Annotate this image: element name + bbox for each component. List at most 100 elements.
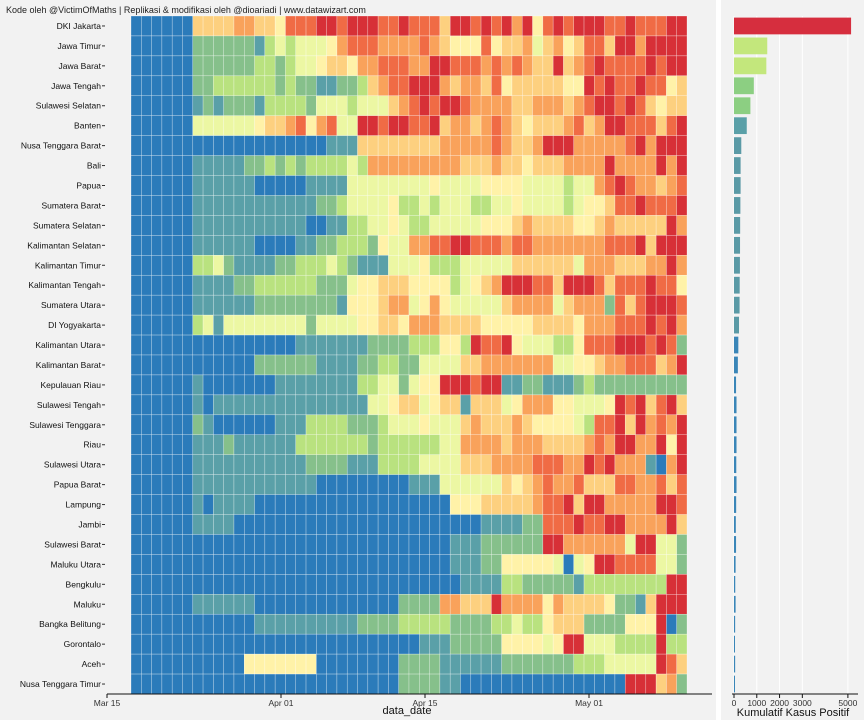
heatmap-cell [563,554,574,575]
heatmap-cell [511,354,523,376]
heatmap-cell [408,55,420,77]
heatmap-cell [171,554,183,575]
heatmap-cell [202,653,214,675]
heatmap-cell [367,314,379,336]
heatmap-cell [645,613,657,635]
heatmap-cell [285,354,296,376]
heatmap-cell [305,215,317,236]
heatmap-cell [285,35,296,57]
heatmap-cell [367,494,379,515]
heatmap-cell [357,314,369,336]
heatmap-cell [202,494,214,515]
heatmap-cell [357,454,369,475]
heatmap-cell [202,594,214,615]
heatmap-cell [491,494,502,515]
heatmap-cell [171,454,183,475]
heatmap-cell [573,175,585,196]
heatmap-cell [408,175,420,196]
heatmap-cell [274,414,286,436]
heatmap-cell [346,653,358,675]
bar-tick-label: 0 [732,698,737,708]
heatmap-cell [171,235,183,256]
cumulative-bar [734,396,737,414]
heatmap-cell [429,35,441,57]
heatmap-cell [532,294,544,316]
heatmap-cell [346,394,358,416]
heatmap-cell [326,673,338,695]
heatmap-cell [573,354,585,376]
heatmap-cell [274,115,286,136]
heatmap-cell [491,414,502,436]
heatmap-cell [532,235,544,256]
heatmap-cell [357,514,369,535]
heatmap-cell [295,394,307,416]
heatmap-cell [346,633,358,655]
heatmap-cell [141,594,152,615]
heatmap-cell [563,55,574,77]
heatmap-cell [655,394,667,416]
heatmap-cell [583,135,595,156]
heatmap-cell [583,334,595,356]
heatmap-cell [501,673,513,695]
heatmap-cell [202,633,214,655]
heatmap-cell [141,474,152,495]
heatmap-cell [624,514,636,535]
heatmap-cell [624,414,636,436]
heatmap-cell [573,195,585,216]
heatmap-cell [511,55,523,77]
heatmap-cell [213,235,224,256]
heatmap-cell [357,434,369,455]
heatmap-cell [151,594,163,615]
heatmap-cell [594,294,605,316]
heatmap-cell [274,274,286,296]
heatmap-cell [624,594,636,615]
heatmap-cell [480,534,492,555]
heatmap-cell [676,514,688,535]
heatmap-cell [614,294,626,316]
caption: Kode oleh @VictimOfMaths | Replikasi & m… [6,5,366,15]
heatmap-cell [439,115,451,136]
heatmap-cell [552,15,564,37]
heatmap-cell [202,215,214,236]
heatmap-cell [182,255,194,276]
heatmap-cell [460,414,472,436]
heatmap-cell [604,35,616,57]
heatmap-cell [398,613,410,635]
heatmap-cell [223,454,235,475]
heatmap-cell [295,514,307,535]
heatmap-cell [614,334,626,356]
heatmap-cell [202,434,214,455]
heatmap-cell [449,673,461,695]
heatmap-cell [624,394,636,416]
heatmap-cell [470,594,482,615]
heatmap-cell [223,434,235,455]
cumulative-bar-panel [733,16,852,694]
heatmap-cell [161,75,173,97]
heatmap-cell [532,195,544,216]
heatmap-cell [635,294,647,316]
heatmap-cell [439,75,451,97]
heatmap-cell [182,514,194,535]
heatmap-cell [274,534,286,555]
heatmap-cell [151,574,163,595]
heatmap-cell [182,494,194,515]
heatmap-cell [542,35,554,57]
heatmap-cell [377,374,389,396]
heatmap-cell [429,55,441,77]
heatmap-cell [264,673,276,695]
heatmap-cell [151,514,163,535]
heatmap-cell [573,414,585,436]
heatmap-cell [542,215,554,236]
heatmap-cell [213,633,224,655]
heatmap-cell [346,135,358,156]
heatmap-cell [666,653,677,675]
heatmap-cell [326,294,338,316]
heatmap-cell [285,434,296,455]
heatmap-cell [439,534,451,555]
heatmap-cell [346,574,358,595]
heatmap-cell [398,514,410,535]
heatmap-cell [532,354,544,376]
heatmap-cell [645,494,657,515]
heatmap-cell [676,155,688,176]
heatmap-cell [357,235,369,256]
